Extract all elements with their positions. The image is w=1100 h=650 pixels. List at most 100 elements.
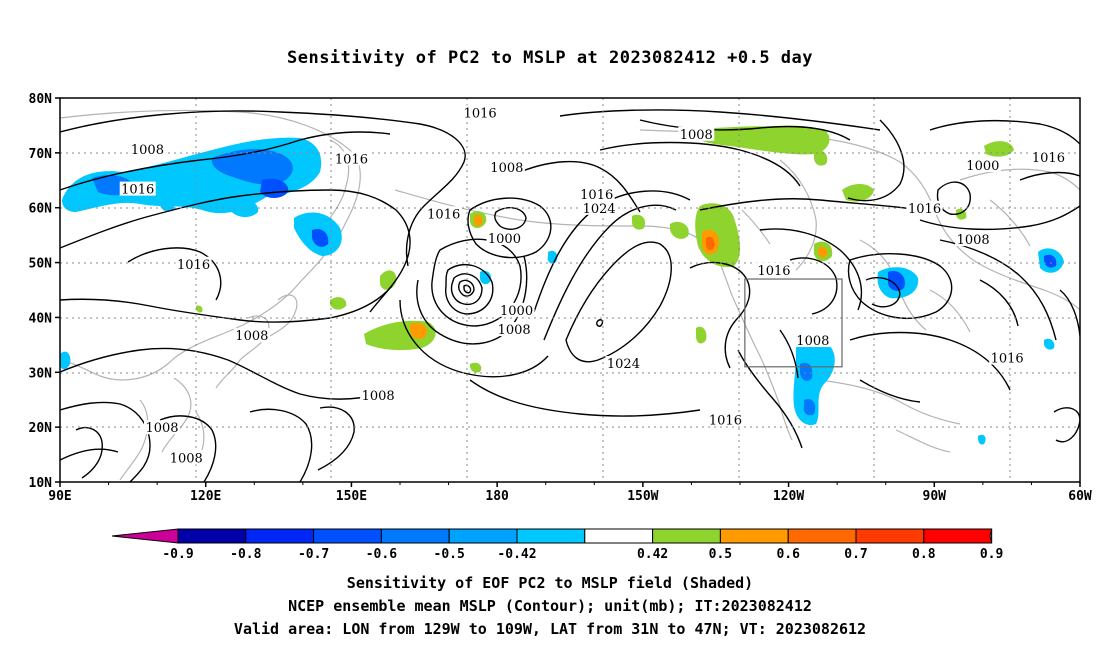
colorbar-label: -0.5 — [434, 547, 465, 562]
contour-label: 1008 — [796, 334, 829, 349]
colorbar-segment — [380, 528, 450, 544]
contour-label: 1008 — [680, 128, 713, 143]
contour-label-bg — [168, 450, 205, 465]
lat-tick-label: 20N — [29, 421, 53, 436]
contour-label: 1016 — [427, 207, 460, 222]
contour-label-bg — [498, 302, 535, 317]
colorbar: -0.9 -0.8 -0.7 -0.6 -0.5 -0.42 0.42 0.5 0.6 0.7 0.… — [111, 528, 1003, 562]
contour-label-bg — [678, 126, 715, 141]
contour-label-bg — [756, 262, 792, 277]
lon-tick-label: 150E — [336, 489, 367, 504]
colorbar-left-arrow — [111, 528, 179, 544]
caption-line-3: Valid area: LON from 129W to 109W, LAT f… — [233, 620, 867, 638]
colorbar-segment — [923, 528, 993, 544]
contour-label: 1008 — [490, 161, 523, 176]
colorbar-segment — [652, 528, 721, 544]
colorbar-label: 0.8 — [912, 547, 936, 562]
contour-label: 1008 — [131, 143, 164, 158]
contour-label-bg — [144, 420, 180, 435]
colorbar-segment — [855, 528, 925, 544]
colorbar-label: -0.8 — [230, 547, 261, 562]
contour-label: 1016 — [464, 106, 497, 121]
colorbar-label: 0.42 — [637, 547, 668, 562]
contour-label-bg — [462, 105, 499, 120]
colorbar-label: 0.6 — [776, 547, 800, 562]
contour-label-bg — [794, 333, 831, 348]
contour-label: 1008 — [362, 389, 395, 404]
contour-label: 1000 — [488, 232, 521, 247]
lon-tick-label: 150W — [627, 489, 658, 504]
contour-label-bg — [964, 158, 1001, 173]
contour-label-bg — [906, 200, 943, 215]
contour-label: 1000 — [966, 159, 999, 174]
contour-label-bg — [360, 387, 397, 402]
contour-label-bg — [486, 230, 523, 245]
contour-label: 1016 — [121, 183, 154, 198]
contour-label-bg — [605, 356, 642, 371]
contour-label: 1008 — [235, 329, 268, 344]
colorbar-segment — [245, 528, 315, 544]
colorbar-segment — [584, 528, 654, 544]
contour-label: 1016 — [1032, 151, 1065, 166]
contour-label-bg — [707, 412, 744, 427]
contour-label-bg — [233, 328, 270, 343]
contour-label-bg — [496, 322, 533, 337]
colorbar-right-arrow — [989, 528, 993, 544]
colorbar-label: -0.7 — [298, 547, 329, 562]
caption-line-1: Sensitivity of EOF PC2 to MSLP field (Sh… — [346, 574, 754, 592]
contour-label: 1016 — [709, 414, 742, 429]
contour-label: 1016 — [335, 152, 368, 167]
contour-label: 1016 — [991, 352, 1024, 367]
contour-label: 1024 — [607, 357, 640, 372]
contour-label: 1008 — [498, 323, 531, 338]
contour-label: 1008 — [145, 421, 178, 436]
valid-area-box — [744, 278, 843, 368]
colorbar-label: -0.6 — [366, 547, 397, 562]
contour-label: 1024 — [583, 202, 616, 217]
contour-label: 1016 — [908, 202, 941, 217]
lat-tick-label: 60N — [29, 202, 53, 217]
colorbar-label: 0.9 — [980, 547, 1003, 562]
colorbar-segment — [516, 528, 586, 544]
lat-tick-label: 40N — [29, 311, 53, 326]
contour-label-bg — [425, 206, 462, 221]
lon-tick-label: 90E — [48, 489, 71, 504]
lat-tick-label: 50N — [29, 257, 53, 272]
lon-tick-label: 120E — [190, 489, 221, 504]
contour-label: 1008 — [957, 233, 990, 248]
contour-label-bg — [488, 160, 525, 175]
lat-tick-label: 70N — [29, 147, 53, 162]
colorbar-segment — [787, 528, 857, 544]
contour-label-bg — [129, 142, 166, 157]
colorbar-label: -0.42 — [497, 547, 536, 562]
lat-tick-label: 30N — [29, 366, 53, 381]
plot-title: Sensitivity of PC2 to MSLP at 2023082412… — [286, 48, 813, 68]
contour-label: 1008 — [170, 451, 203, 466]
colorbar-segment — [719, 528, 789, 544]
colorbar-label: 0.5 — [709, 547, 732, 562]
contour-label-bg — [578, 187, 615, 202]
lat-tick-label: 10N — [29, 476, 53, 491]
plot-frame — [59, 97, 1081, 483]
contour-label: 1016 — [177, 258, 210, 273]
lon-tick-label: 60W — [1068, 489, 1092, 504]
colorbar-segment — [313, 528, 382, 544]
contour-label-bg — [581, 200, 618, 215]
colorbar-segment — [177, 528, 247, 544]
lon-tick-label: 180 — [485, 489, 509, 504]
contour-label-bg — [1030, 149, 1067, 164]
colorbar-label: -0.9 — [162, 547, 193, 562]
caption-line-2: NCEP ensemble mean MSLP (Contour); unit(… — [288, 597, 812, 615]
contour-label-bg — [955, 232, 992, 247]
contour-label: 1016 — [580, 188, 613, 203]
contour-label: 1016 — [757, 264, 790, 279]
contour-label: 1000 — [500, 304, 533, 319]
contour-label-bg — [175, 256, 212, 271]
colorbar-label: 0.7 — [844, 547, 867, 562]
contour-label-layer: 1016 1008 1016 1016 1008 1016 1008 1000 1016 1016… — [119, 105, 1067, 466]
lat-tick-label: 80N — [29, 92, 53, 107]
lon-tick-label: 90W — [923, 489, 947, 504]
mslp-contours — [60, 109, 1080, 482]
